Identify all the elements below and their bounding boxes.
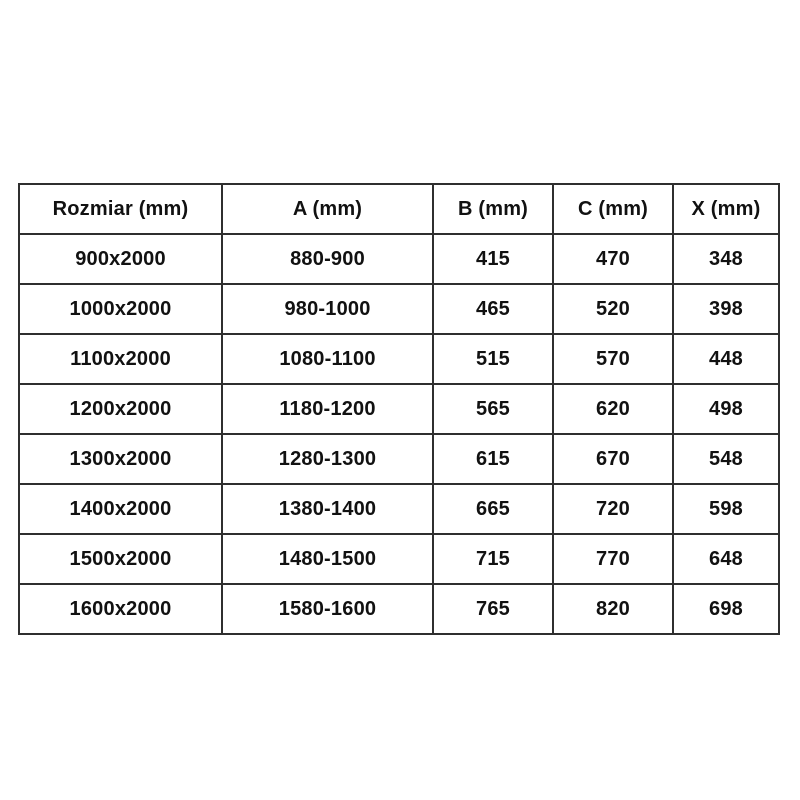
cell-a: 1280-1300: [221, 433, 434, 485]
cell-size: 1600x2000: [18, 583, 223, 635]
cell-size: 900x2000: [18, 233, 223, 285]
cell-a: 1580-1600: [221, 583, 434, 635]
cell-a: 1480-1500: [221, 533, 434, 585]
cell-a: 1080-1100: [221, 333, 434, 385]
cell-a: 980-1000: [221, 283, 434, 335]
cell-b: 415: [432, 233, 554, 285]
table-row: 1500x2000 1480-1500 715 770 648: [18, 533, 780, 585]
table-row: 1100x2000 1080-1100 515 570 448: [18, 333, 780, 385]
table-row: 900x2000 880-900 415 470 348: [18, 233, 780, 285]
column-header-a: A (mm): [221, 183, 434, 235]
cell-a: 1380-1400: [221, 483, 434, 535]
cell-b: 665: [432, 483, 554, 535]
cell-x: 398: [672, 283, 780, 335]
cell-c: 770: [552, 533, 674, 585]
cell-b: 465: [432, 283, 554, 335]
cell-b: 615: [432, 433, 554, 485]
cell-x: 498: [672, 383, 780, 435]
cell-x: 698: [672, 583, 780, 635]
cell-x: 598: [672, 483, 780, 535]
table-row: 1300x2000 1280-1300 615 670 548: [18, 433, 780, 485]
cell-c: 520: [552, 283, 674, 335]
column-header-c: C (mm): [552, 183, 674, 235]
cell-size: 1500x2000: [18, 533, 223, 585]
table-header-row: Rozmiar (mm) A (mm) B (mm) C (mm) X (mm): [18, 183, 780, 235]
cell-c: 720: [552, 483, 674, 535]
column-header-x: X (mm): [672, 183, 780, 235]
cell-size: 1300x2000: [18, 433, 223, 485]
cell-b: 765: [432, 583, 554, 635]
cell-x: 548: [672, 433, 780, 485]
cell-c: 670: [552, 433, 674, 485]
table-body: 900x2000 880-900 415 470 348 1000x2000 9…: [18, 233, 780, 635]
cell-c: 820: [552, 583, 674, 635]
cell-x: 348: [672, 233, 780, 285]
table-row: 1200x2000 1180-1200 565 620 498: [18, 383, 780, 435]
dimension-table: Rozmiar (mm) A (mm) B (mm) C (mm) X (mm)…: [18, 183, 780, 635]
cell-b: 715: [432, 533, 554, 585]
cell-size: 1100x2000: [18, 333, 223, 385]
cell-b: 565: [432, 383, 554, 435]
column-header-b: B (mm): [432, 183, 554, 235]
cell-a: 880-900: [221, 233, 434, 285]
cell-b: 515: [432, 333, 554, 385]
table-row: 1400x2000 1380-1400 665 720 598: [18, 483, 780, 535]
cell-c: 470: [552, 233, 674, 285]
cell-x: 448: [672, 333, 780, 385]
table-header: Rozmiar (mm) A (mm) B (mm) C (mm) X (mm): [18, 183, 780, 235]
column-header-rozmiar: Rozmiar (mm): [18, 183, 223, 235]
cell-size: 1000x2000: [18, 283, 223, 335]
cell-a: 1180-1200: [221, 383, 434, 435]
cell-c: 570: [552, 333, 674, 385]
cell-c: 620: [552, 383, 674, 435]
table-row: 1000x2000 980-1000 465 520 398: [18, 283, 780, 335]
cell-size: 1200x2000: [18, 383, 223, 435]
dimension-table-container: Rozmiar (mm) A (mm) B (mm) C (mm) X (mm)…: [18, 183, 780, 635]
cell-size: 1400x2000: [18, 483, 223, 535]
cell-x: 648: [672, 533, 780, 585]
table-row: 1600x2000 1580-1600 765 820 698: [18, 583, 780, 635]
